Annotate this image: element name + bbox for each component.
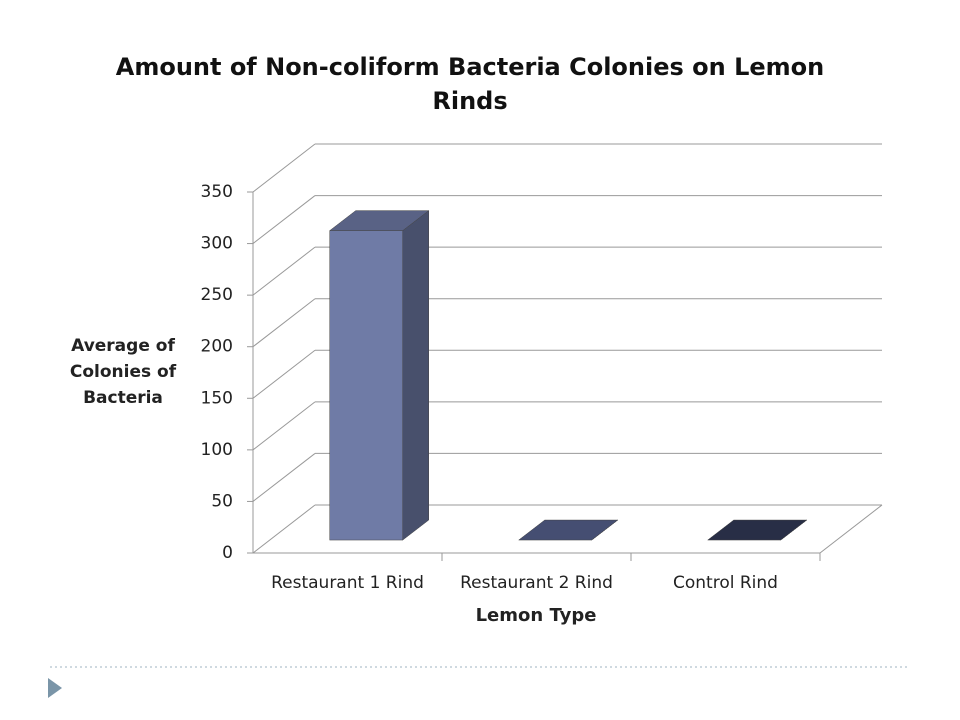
y-tick-label: 100 [201,440,233,460]
y-tick-label: 150 [201,388,233,408]
bar-top [329,210,430,231]
grid-line [252,195,316,244]
bar [329,230,403,541]
grid-line [252,504,316,554]
y-tick-label: 350 [201,182,233,202]
floor-edge [819,504,883,554]
grid-line [252,401,316,451]
chart-title: Amount of Non-coliform Bacteria Colonies… [115,53,825,115]
bar-top [707,519,808,541]
x-tick-label: Restaurant 1 Rind [271,573,424,593]
bar-side [402,210,429,541]
x-tick-label: Control Rind [673,573,778,593]
grid-line [252,349,316,399]
y-axis-label: Average of Colonies of Bacteria [69,336,177,408]
x-axis-label: Lemon Type [475,605,597,626]
grid-line [252,453,316,502]
y-tick-label: 250 [201,285,233,305]
y-tick-label: 50 [211,491,233,511]
y-tick-label: 0 [222,543,233,563]
y-tick-label: 300 [201,234,233,254]
grid-line [252,298,316,348]
grid-line [252,143,316,193]
grid-line [252,246,316,296]
bullet [48,678,62,698]
y-tick-label: 200 [201,337,233,357]
bar-top [518,519,619,541]
x-tick-label: Restaurant 2 Rind [460,573,613,593]
